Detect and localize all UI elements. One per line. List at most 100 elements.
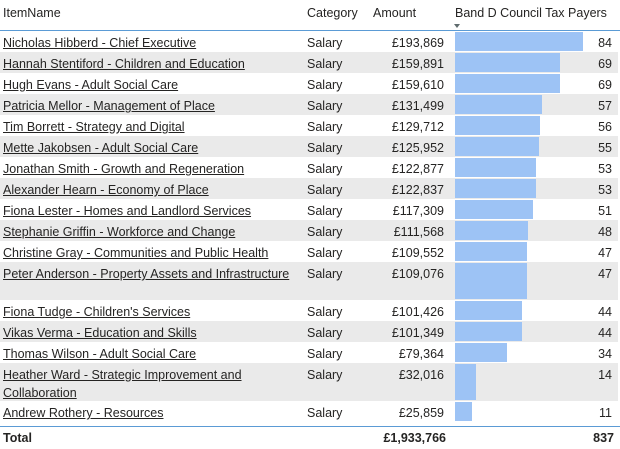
row-payers-value: 51	[598, 204, 612, 218]
column-header-itemname[interactable]: ItemName	[3, 6, 61, 20]
row-item-name[interactable]: Stephanie Griffin - Workforce and Change	[3, 225, 236, 239]
table-row[interactable]: Vikas Verma - Education and Skills Salary…	[0, 321, 618, 342]
row-payers-value: 34	[598, 347, 612, 361]
table-header: ItemName Category Amount Band D Council …	[0, 0, 620, 31]
row-item-name[interactable]: Tim Borrett - Strategy and Digital	[3, 120, 185, 134]
row-item-name[interactable]: Heather Ward - Strategic Improvement and…	[3, 368, 242, 400]
row-payers-value: 11	[599, 406, 612, 420]
row-amount: £117,309	[392, 204, 444, 218]
row-item-name[interactable]: Mette Jakobsen - Adult Social Care	[3, 141, 199, 155]
row-item-name[interactable]: Jonathan Smith - Growth and Regeneration	[3, 162, 245, 176]
row-data-bar	[455, 137, 539, 156]
row-item-name[interactable]: Hugh Evans - Adult Social Care	[3, 78, 179, 92]
row-payers-value: 69	[598, 78, 612, 92]
row-data-bar	[455, 116, 540, 135]
row-category: Salary	[307, 183, 343, 197]
row-category: Salary	[307, 246, 343, 260]
row-payers-value: 48	[598, 225, 612, 239]
row-data-bar	[455, 402, 472, 421]
table-row[interactable]: Fiona Tudge - Children's Services Salary £…	[0, 300, 618, 321]
row-category: Salary	[307, 141, 343, 155]
row-data-bar	[455, 32, 583, 51]
row-amount: £131,499	[391, 99, 444, 113]
row-item-name[interactable]: Patricia Mellor - Management of Place	[3, 99, 215, 113]
row-amount: £109,076	[391, 267, 444, 281]
row-category: Salary	[307, 78, 343, 92]
row-data-bar	[455, 53, 560, 72]
row-category: Salary	[307, 204, 343, 218]
row-payers-value: 84	[598, 36, 612, 50]
table-row[interactable]: Christine Gray - Communities and Public …	[0, 241, 618, 262]
row-payers-value: 14	[598, 368, 612, 382]
row-data-bar	[455, 221, 528, 240]
row-payers-value: 56	[598, 120, 612, 134]
row-data-bar	[455, 74, 560, 93]
row-data-bar	[455, 95, 542, 114]
table-row[interactable]: Thomas Wilson - Adult Social Care Salary £…	[0, 342, 618, 363]
row-payers-value: 44	[598, 326, 612, 340]
row-amount: £122,877	[391, 162, 444, 176]
total-label: Total	[3, 431, 32, 445]
row-item-name[interactable]: Fiona Lester - Homes and Landlord Servic…	[3, 204, 252, 218]
row-payers-value: 57	[598, 99, 612, 113]
row-data-bar	[455, 301, 522, 320]
row-amount: £32,016	[398, 368, 444, 382]
row-payers-value: 53	[598, 183, 612, 197]
row-data-bar	[455, 242, 527, 261]
row-category: Salary	[307, 305, 343, 319]
row-category: Salary	[307, 57, 343, 71]
total-amount: £1,933,766	[383, 431, 446, 445]
table-row[interactable]: Andrew Rothery - Resources Salary £25,859 1…	[0, 401, 618, 422]
row-amount: £159,610	[391, 78, 444, 92]
row-item-name[interactable]: Andrew Rothery - Resources	[3, 406, 164, 420]
row-data-bar	[455, 200, 533, 219]
row-item-name[interactable]: Nicholas Hibberd - Chief Executive	[3, 36, 197, 50]
row-category: Salary	[307, 120, 343, 134]
row-item-name[interactable]: Christine Gray - Communities and Public …	[3, 246, 269, 260]
column-header-band-d-council-tax-payers[interactable]: Band D Council Tax Payers	[455, 6, 607, 20]
table-row[interactable]: Hannah Stentiford - Children and Educati…	[0, 52, 618, 73]
row-item-name[interactable]: Vikas Verma - Education and Skills	[3, 326, 197, 340]
row-category: Salary	[307, 99, 343, 113]
row-category: Salary	[307, 225, 343, 239]
row-category: Salary	[307, 267, 343, 281]
row-payers-value: 47	[598, 267, 612, 281]
row-category: Salary	[307, 326, 343, 340]
table-row[interactable]: Hugh Evans - Adult Social Care Salary £159…	[0, 73, 618, 94]
row-amount: £125,952	[391, 141, 444, 155]
row-amount: £109,552	[391, 246, 444, 260]
table-row[interactable]: Patricia Mellor - Management of Place Sal…	[0, 94, 618, 115]
row-data-bar	[455, 322, 522, 341]
row-amount: £111,568	[393, 225, 444, 239]
row-data-bar	[455, 263, 527, 299]
row-amount: £193,869	[391, 36, 444, 50]
row-amount: £122,837	[391, 183, 444, 197]
table-row[interactable]: Heather Ward - Strategic Improvement and…	[0, 363, 618, 401]
table-row[interactable]: Peter Anderson - Property Assets and Inf…	[0, 262, 618, 300]
row-data-bar	[455, 158, 536, 177]
sort-descending-icon	[454, 24, 460, 28]
row-item-name[interactable]: Fiona Tudge - Children's Services	[3, 305, 191, 319]
row-amount: £129,712	[391, 120, 444, 134]
row-amount: £159,891	[391, 57, 444, 71]
table-row[interactable]: Jonathan Smith - Growth and Regeneration…	[0, 157, 618, 178]
row-item-name[interactable]: Hannah Stentiford - Children and Educati…	[3, 57, 245, 71]
row-payers-value: 69	[598, 57, 612, 71]
column-header-category[interactable]: Category	[307, 6, 358, 20]
table-row[interactable]: Nicholas Hibberd - Chief Executive Salary…	[0, 31, 618, 52]
row-payers-value: 53	[598, 162, 612, 176]
row-data-bar	[455, 179, 536, 198]
table-row[interactable]: Mette Jakobsen - Adult Social Care Salary…	[0, 136, 618, 157]
row-category: Salary	[307, 36, 343, 50]
row-item-name[interactable]: Peter Anderson - Property Assets and Inf…	[3, 267, 290, 281]
table-row[interactable]: Alexander Hearn - Economy of Place Salary…	[0, 178, 618, 199]
row-item-name[interactable]: Thomas Wilson - Adult Social Care	[3, 347, 197, 361]
table-row[interactable]: Tim Borrett - Strategy and Digital Salary…	[0, 115, 618, 136]
row-item-name[interactable]: Alexander Hearn - Economy of Place	[3, 183, 209, 197]
table-row[interactable]: Fiona Lester - Homes and Landlord Servic…	[0, 199, 618, 220]
row-payers-value: 47	[598, 246, 612, 260]
column-header-amount[interactable]: Amount	[373, 6, 417, 20]
row-category: Salary	[307, 347, 343, 361]
table-row[interactable]: Stephanie Griffin - Workforce and Change…	[0, 220, 618, 241]
row-category: Salary	[307, 368, 343, 382]
